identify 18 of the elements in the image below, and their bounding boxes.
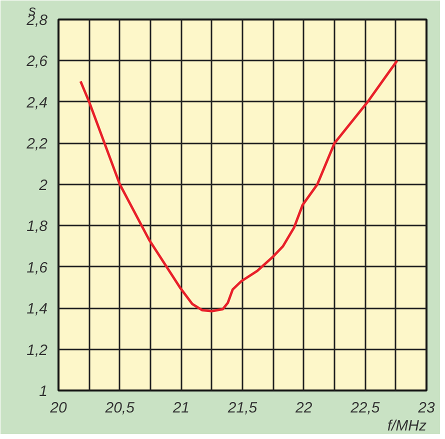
y-tick-label: 1,6 bbox=[26, 259, 48, 276]
y-tick-label: 1,2 bbox=[26, 342, 48, 359]
y-tick-label: 2,4 bbox=[26, 94, 48, 112]
y-tick-label: 1,8 bbox=[26, 218, 48, 236]
x-tick-label: 20,5 bbox=[104, 400, 136, 416]
y-tick-label: 2,2 bbox=[26, 136, 48, 153]
y-tick-label: 1,4 bbox=[26, 300, 48, 318]
y-tick-label: 2,6 bbox=[26, 53, 48, 70]
x-axis-title: f/MHz bbox=[387, 418, 427, 434]
y-tick-label: 1 bbox=[39, 383, 48, 400]
x-tick-label: 20 bbox=[49, 400, 68, 416]
x-tick-label: 21,5 bbox=[226, 400, 258, 416]
x-tick-label: 22,5 bbox=[350, 400, 380, 416]
x-tick-label: 22 bbox=[294, 400, 313, 416]
x-tick-label: 21 bbox=[172, 400, 190, 416]
x-tick-label: 23 bbox=[417, 400, 436, 416]
y-tick-label: 2 bbox=[38, 176, 48, 194]
line-series bbox=[79, 59, 398, 312]
